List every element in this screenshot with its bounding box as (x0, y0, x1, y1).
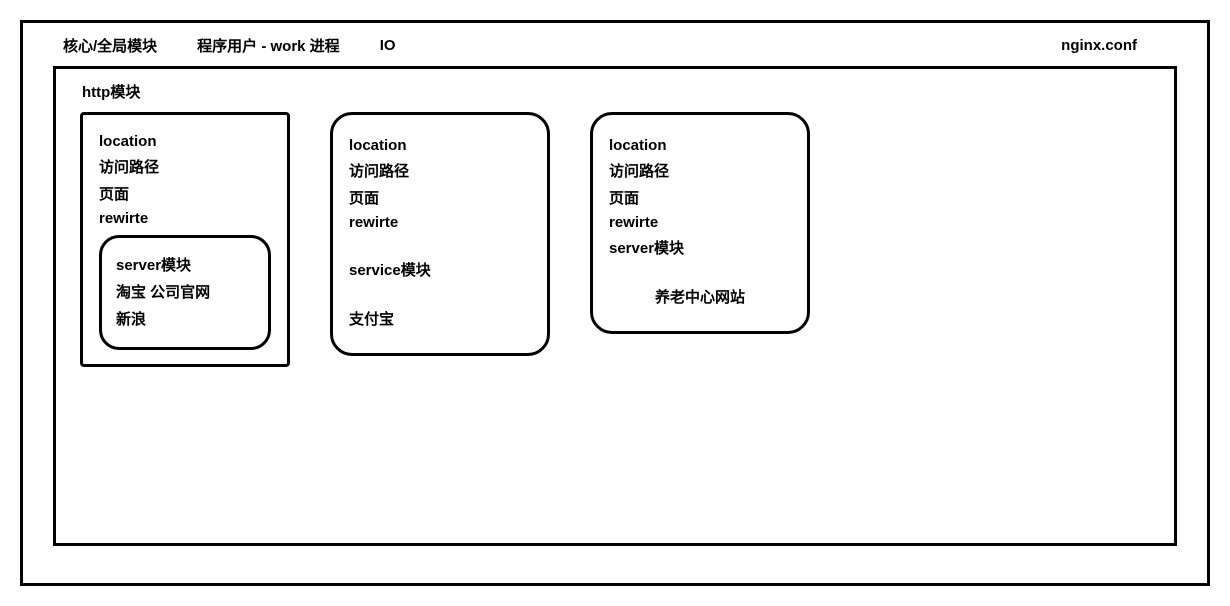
header-row: 核心/全局模块 程序用户 - work 进程 IO nginx.conf (53, 35, 1177, 56)
block-text: location (99, 133, 271, 150)
block-text: 访问路径 (99, 156, 271, 177)
user-work-label: 程序用户 - work 进程 (197, 35, 340, 56)
block-text: 淘宝 公司官网 (116, 281, 254, 302)
block-text: 访问路径 (349, 160, 531, 181)
block-text: 页面 (349, 187, 531, 208)
blocks-row: location 访问路径 页面 rewirte server模块 淘宝 公司官… (76, 112, 1154, 367)
block-text: 页面 (609, 187, 791, 208)
block-text: rewirte (99, 210, 271, 227)
block-text: 新浪 (116, 308, 254, 329)
block-text: service模块 (349, 259, 531, 280)
block-text: 页面 (99, 183, 271, 204)
spacer (349, 237, 531, 253)
block-text: 养老中心网站 (609, 286, 791, 307)
block-text: 支付宝 (349, 308, 531, 329)
location-block-3: location 访问路径 页面 rewirte server模块 养老中心网站 (590, 112, 810, 334)
block-text: server模块 (116, 254, 254, 275)
http-module-label: http模块 (82, 81, 1154, 102)
location-block-1: location 访问路径 页面 rewirte server模块 淘宝 公司官… (80, 112, 290, 367)
location-block-2: location 访问路径 页面 rewirte service模块 支付宝 (330, 112, 550, 356)
spacer (349, 286, 531, 302)
block-text: rewirte (609, 214, 791, 231)
block-text: 访问路径 (609, 160, 791, 181)
nginx-conf-container: 核心/全局模块 程序用户 - work 进程 IO nginx.conf htt… (20, 20, 1210, 586)
io-label: IO (380, 37, 396, 54)
spacer (609, 264, 791, 280)
server-inner-block: server模块 淘宝 公司官网 新浪 (99, 235, 271, 350)
block-text: rewirte (349, 214, 531, 231)
block-text: location (349, 137, 531, 154)
http-container: http模块 location 访问路径 页面 rewirte server模块… (53, 66, 1177, 546)
block-text: location (609, 137, 791, 154)
block-text: server模块 (609, 237, 791, 258)
core-global-label: 核心/全局模块 (63, 35, 157, 56)
filename-label: nginx.conf (1061, 37, 1137, 54)
